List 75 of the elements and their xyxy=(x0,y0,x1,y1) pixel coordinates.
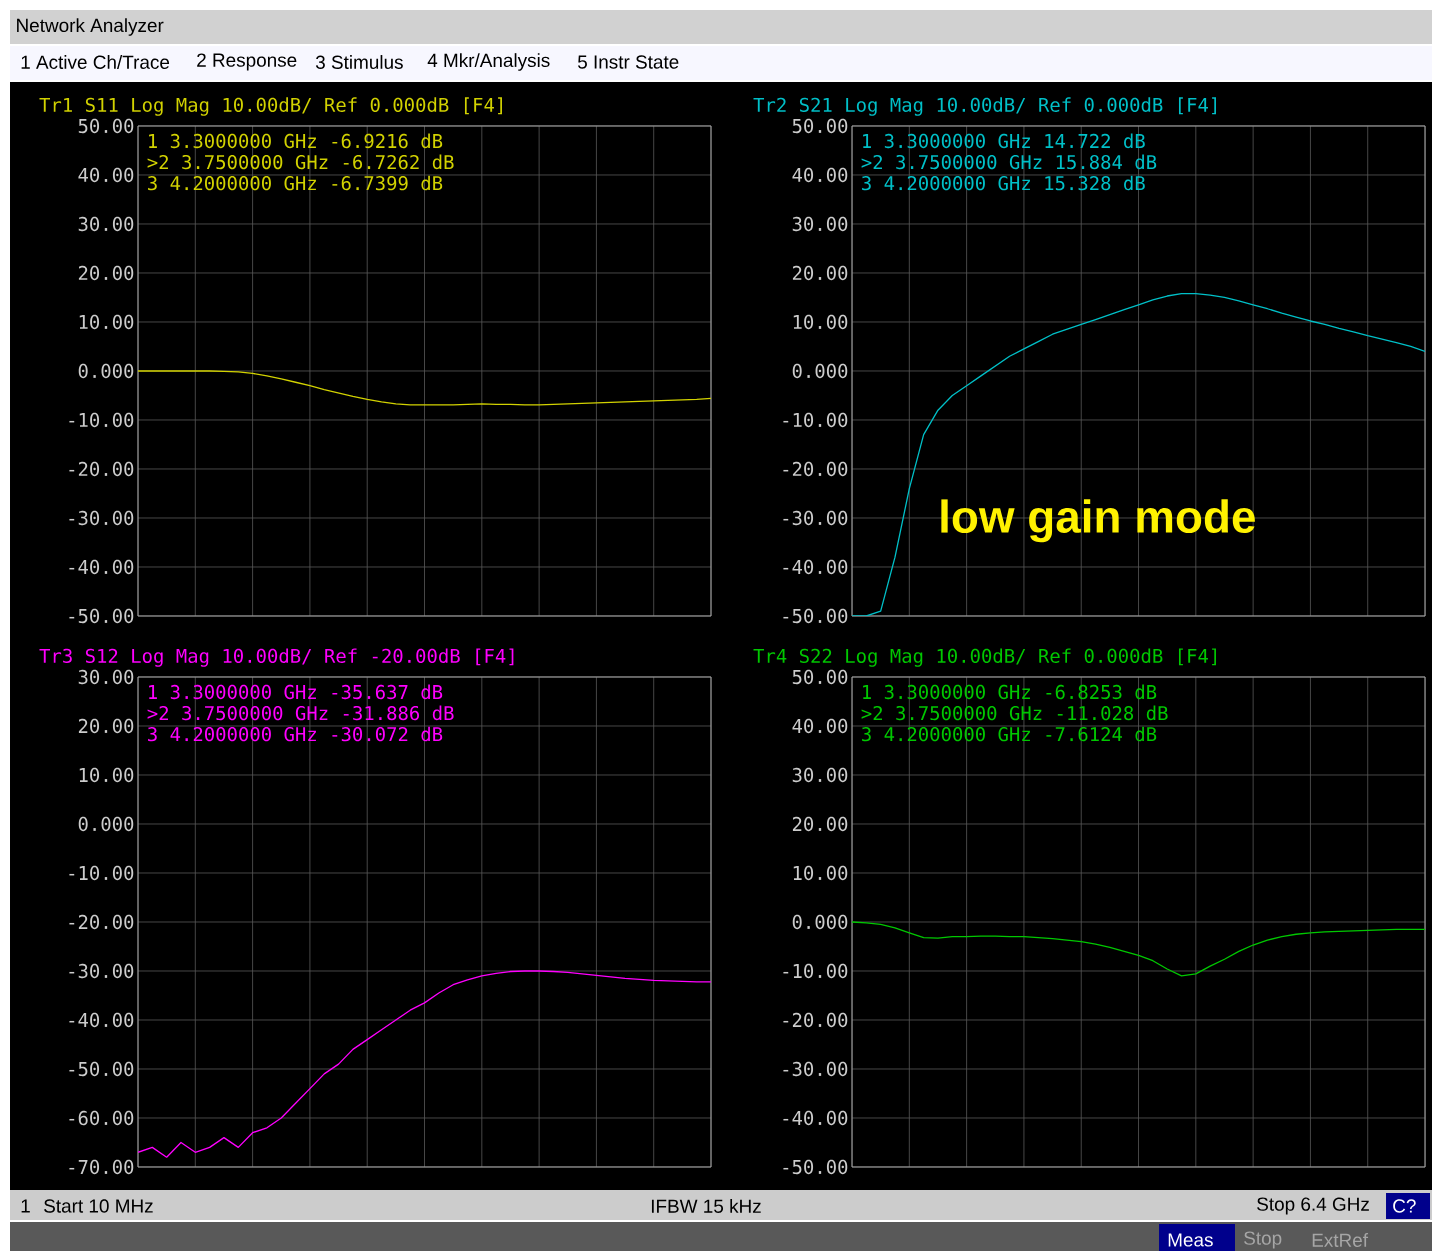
y-tick-label: -50.00 xyxy=(69,608,134,624)
y-tick-label: -10.00 xyxy=(69,412,134,428)
annotation: 3 4.2000000 GHz -7.6124 dB xyxy=(862,726,1157,742)
y-tick-label: -20.00 xyxy=(783,461,848,477)
y-tick-label: -20.00 xyxy=(783,1012,848,1028)
y-tick-label: 0.000 xyxy=(78,816,134,832)
chart-title: Tr4 S22 Log Mag 10.00dB/ Ref 0.000dB [F4] xyxy=(753,648,1216,667)
text: ExtRef xyxy=(1312,1233,1369,1247)
text: 3 Stimulus xyxy=(315,55,403,69)
y-tick-label: -10.00 xyxy=(783,412,848,428)
y-tick-label: 20.00 xyxy=(78,265,134,281)
y-tick-label: 10.00 xyxy=(793,865,848,881)
y-tick-label: 30.00 xyxy=(78,669,134,685)
text: Stop xyxy=(1244,1231,1282,1249)
chart-title: Tr2 S21 Log Mag 10.00dB/ Ref 0.000dB [F4] xyxy=(753,97,1216,116)
y-tick-label: 40.00 xyxy=(78,167,134,183)
y-tick-label: 10.00 xyxy=(79,314,134,330)
y-tick-label: 30.00 xyxy=(78,216,134,232)
annotation: 1 3.3000000 GHz -35.637 dB xyxy=(149,684,443,700)
y-tick-label: 30.00 xyxy=(792,216,848,232)
y-tick-label: 50.00 xyxy=(792,118,848,134)
annotation: >2 3.7500000 GHz -31.886 dB xyxy=(147,705,454,721)
y-tick-label: -50.00 xyxy=(69,1061,134,1077)
y-tick-label: 40.00 xyxy=(792,718,848,734)
annotation: >2 3.7500000 GHz -11.028 dB xyxy=(861,705,1168,721)
y-tick-label: -30.00 xyxy=(783,1061,848,1077)
text: 1 xyxy=(21,1199,30,1213)
text: 1 Active Ch/Trace xyxy=(21,55,170,69)
y-tick-label: -40.00 xyxy=(783,559,848,575)
text: 2 Response xyxy=(197,53,297,71)
text: IFBW 15 kHz xyxy=(651,1199,761,1213)
y-tick-label: 20.00 xyxy=(792,265,848,281)
annotation: 3 4.2000000 GHz 15.328 dB xyxy=(862,175,1145,191)
y-tick-label: -60.00 xyxy=(69,1110,134,1126)
y-tick-label: -30.00 xyxy=(69,510,134,526)
y-tick-label: -20.00 xyxy=(69,461,134,477)
y-tick-label: 10.00 xyxy=(793,314,848,330)
y-tick-label: 50.00 xyxy=(78,118,134,134)
y-tick-label: -50.00 xyxy=(783,608,848,624)
y-tick-label: 20.00 xyxy=(792,816,848,832)
y-tick-label: -10.00 xyxy=(783,963,848,979)
text: C? xyxy=(1393,1199,1416,1213)
y-tick-label: 30.00 xyxy=(792,767,848,783)
chart-title: Tr1 S11 Log Mag 10.00dB/ Ref 0.000dB [F4] xyxy=(39,97,502,116)
text: Network Analyzer xyxy=(17,18,164,36)
text: 4 Mkr/Analysis xyxy=(427,53,550,71)
y-tick-label: -40.00 xyxy=(783,1110,848,1126)
y-tick-label: 10.00 xyxy=(79,767,134,783)
annotation: 3 4.2000000 GHz -30.072 dB xyxy=(148,726,443,742)
annotation: 1 3.3000000 GHz -6.8253 dB xyxy=(863,684,1157,700)
y-tick-label: -10.00 xyxy=(69,865,134,881)
y-tick-label: 20.00 xyxy=(78,718,134,734)
y-tick-label: -40.00 xyxy=(69,559,134,575)
chart-title: Tr3 S12 Log Mag 10.00dB/ Ref -20.00dB [F4] xyxy=(39,648,514,667)
text: Stop 6.4 GHz xyxy=(1257,1197,1369,1215)
y-tick-label: 50.00 xyxy=(792,669,848,685)
y-tick-label: 0.000 xyxy=(792,363,848,379)
annotation: 1 3.3000000 GHz 14.722 dB xyxy=(863,133,1145,149)
y-tick-label: -20.00 xyxy=(69,914,134,930)
y-tick-label: 40.00 xyxy=(792,167,848,183)
annotation: >2 3.7500000 GHz -6.7262 dB xyxy=(147,154,454,170)
y-tick-label: -70.00 xyxy=(69,1159,134,1175)
y-tick-label: -30.00 xyxy=(69,963,134,979)
text: Start 10 MHz xyxy=(44,1199,153,1213)
y-tick-label: -40.00 xyxy=(69,1012,134,1028)
y-tick-label: -50.00 xyxy=(783,1159,848,1175)
y-tick-label: 0.000 xyxy=(792,914,848,930)
annotation: 3 4.2000000 GHz -6.7399 dB xyxy=(148,175,443,191)
text: Meas xyxy=(1168,1233,1213,1247)
y-tick-label: -30.00 xyxy=(783,510,848,526)
annotation: low gain mode xyxy=(941,499,1255,543)
annotation: >2 3.7500000 GHz 15.884 dB xyxy=(861,154,1157,170)
text: 5 Instr State xyxy=(577,55,679,69)
y-tick-label: 0.000 xyxy=(78,363,134,379)
annotation: 1 3.3000000 GHz -6.9216 dB xyxy=(149,133,443,149)
